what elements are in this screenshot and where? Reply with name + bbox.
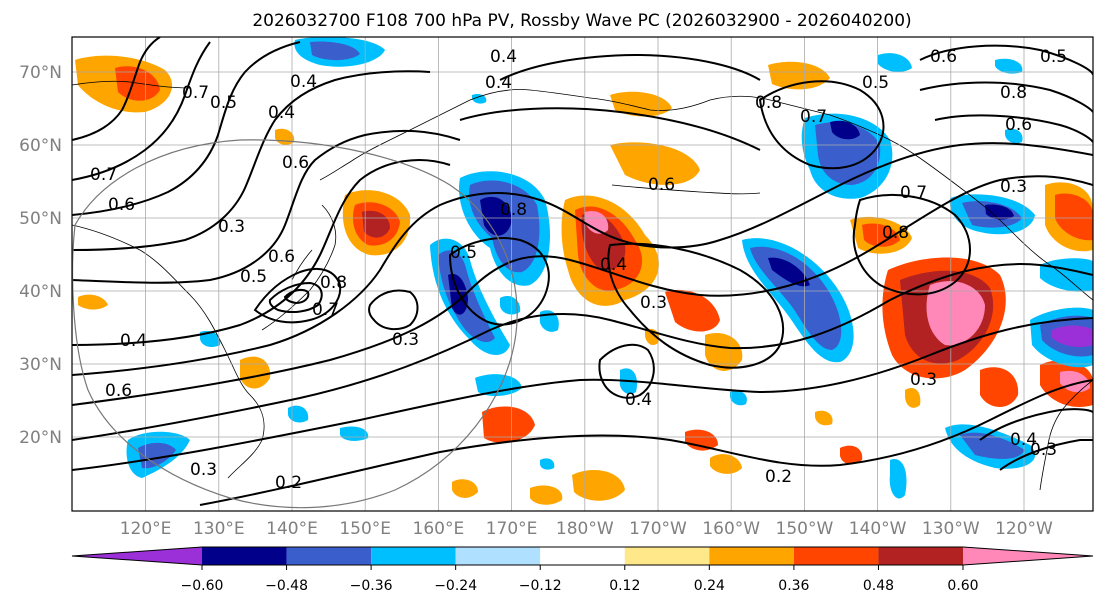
contour-label: 0.4 [600,255,627,275]
colorbar-tick-label: 0.24 [694,578,725,594]
contour-label: 0.3 [218,217,245,237]
reference-circle [72,139,518,509]
lon-label: 120°W [995,519,1053,539]
contour-label: 0.4 [625,390,652,410]
colorbar-segment [793,547,879,565]
figure-title: 2026032700 F108 700 hPa PV, Rossby Wave … [252,11,911,31]
lon-label: 150°W [776,519,834,539]
map-panel: 0.4 0.4 0.4 0.4 0.5 0.6 0.6 0.7 0.7 0.8 … [71,36,1094,512]
contour-label: 0.3 [1030,440,1057,460]
lon-label: 130°E [193,519,245,539]
contour-label: 0.5 [210,93,237,113]
contour-label: 0.4 [1010,430,1037,450]
contour-label: 0.8 [755,93,782,113]
lat-label: 40°N [19,282,62,302]
colorbar-tick-label: −0.36 [350,578,393,594]
contour-label: 0.4 [290,72,317,92]
lon-label: 170°W [629,519,687,539]
colorbar-segment [540,547,625,565]
contour-label: 0.7 [900,183,927,203]
latitude-labels: 70°N 60°N 50°N 40°N 30°N 20°N [19,63,62,448]
lon-label: 170°E [486,519,538,539]
contour-label: 0.6 [1005,115,1032,135]
map-frame [71,36,1094,512]
lon-label: 140°E [266,519,318,539]
contour-label: 0.2 [765,467,792,487]
colorbar-segment [202,547,287,565]
colorbar-segment [455,547,541,565]
contour-label: 0.6 [268,247,295,267]
contour-label: 0.5 [450,243,477,263]
contour-label: 0.7 [800,107,827,127]
colorbar-tick-label: −0.48 [265,578,308,594]
lon-label: 160°W [702,519,760,539]
contour-label: 0.4 [120,331,147,351]
contour-label: 0.8 [500,200,527,220]
contour-label: 0.4 [268,103,295,123]
colorbar-tick-label: −0.24 [434,578,477,594]
contour-label: 0.2 [275,473,302,493]
contour-label: 0.7 [182,83,209,103]
contour-label: 0.6 [648,175,675,195]
contour-label: 0.5 [862,73,889,93]
colorbar-extend-low [72,547,202,565]
contour-label: 0.8 [320,273,347,293]
longitude-labels: 120°E 130°E 140°E 150°E 160°E 170°E 180°… [120,519,1053,539]
contour-label: 0.7 [90,165,117,185]
contour-label: 0.6 [930,47,957,67]
lat-label: 60°N [19,136,62,156]
colorbar-extend-high [963,547,1093,565]
contour-label: 0.4 [490,47,517,67]
colorbar-tick-label: 0.12 [609,578,640,594]
colorbar-tick-label: 0.36 [778,578,809,594]
colorbar-segment [878,547,963,565]
lon-label: 120°E [120,519,172,539]
contour-label: 0.6 [105,381,132,401]
colorbar-tick-label: 0.60 [947,578,978,594]
colorbar-segment [371,547,456,565]
contour-label: 0.4 [485,73,512,93]
colorbar-tick-label: −0.60 [181,578,224,594]
colorbar-segment [286,547,372,565]
lat-label: 20°N [19,428,62,448]
lat-label: 70°N [19,63,62,83]
contour-label: 0.5 [1040,47,1067,67]
contour-labels: 0.4 0.4 0.4 0.4 0.5 0.6 0.6 0.7 0.7 0.8 … [90,47,1067,493]
contour-label: 0.3 [910,370,937,390]
colorbar-segment [709,547,794,565]
colorbar-segment [624,547,710,565]
contour-label: 0.6 [108,195,135,215]
contour-label: 0.8 [882,223,909,243]
contour-label: 0.7 [312,300,339,320]
contour-label: 0.6 [282,153,309,173]
contour-label: 0.3 [1000,177,1027,197]
lon-label: 140°W [849,519,907,539]
contour-label: 0.3 [190,460,217,480]
lon-label: 130°W [922,519,980,539]
lat-label: 30°N [19,355,62,375]
contour-label: 0.3 [640,293,667,313]
contour-label: 0.3 [392,330,419,350]
colorbar-tick-label: −0.12 [519,578,562,594]
pv-contours [72,37,1093,506]
colorbar: −0.60 −0.48 −0.36 −0.24 −0.12 0.12 0.24 0.36 0.4… [71,546,1094,594]
lon-label: 180°W [556,519,614,539]
lat-label: 50°N [19,209,62,229]
contour-label: 0.8 [1000,83,1027,103]
lon-label: 150°E [339,519,391,539]
colorbar-tick-label: 0.48 [863,578,894,594]
lon-label: 160°E [413,519,465,539]
contour-label: 0.5 [240,267,267,287]
